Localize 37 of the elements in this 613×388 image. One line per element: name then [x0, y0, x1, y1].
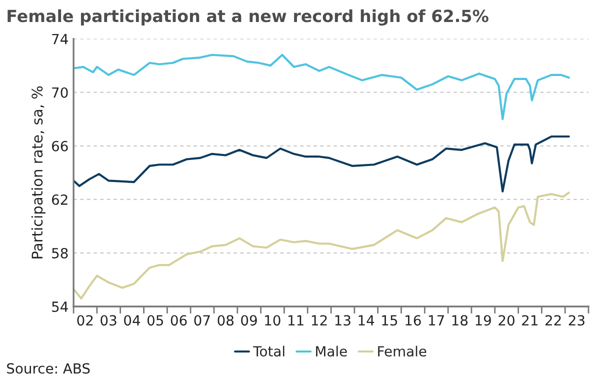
y-tick-label: 58: [52, 248, 68, 258]
y-tick-label: 66: [52, 140, 68, 152]
x-tick-label: 15: [382, 315, 398, 326]
source-note: Source: ABS: [7, 363, 90, 374]
x-tick-label: 23: [568, 315, 584, 326]
y-tick-label: 54: [52, 302, 68, 312]
y-tick-label: 74: [52, 34, 68, 44]
x-tick-label: 08: [218, 315, 234, 326]
y-axis-title: Participation rate, sa, %: [31, 86, 46, 258]
y-tick-label: 62: [52, 194, 68, 205]
x-tick-label: 14: [358, 315, 374, 326]
x-tick-label: 18: [452, 315, 468, 326]
x-tick-label: 02: [77, 315, 93, 326]
x-tick-label: 20: [498, 315, 514, 326]
x-tick-label: 04: [124, 315, 140, 326]
legend-label: Female: [378, 346, 426, 357]
chart-title: Female participation at a new record high of 62.5%: [8, 9, 488, 26]
x-tick-label: 07: [194, 315, 210, 326]
x-tick-label: 19: [476, 315, 491, 326]
x-tick-label: 17: [428, 315, 444, 326]
x-tick-label: 10: [265, 315, 280, 326]
x-tick-label: 16: [406, 315, 421, 326]
x-tick-label: 21: [522, 315, 538, 326]
legend-label: Total: [253, 346, 284, 357]
line-series: [74, 192, 570, 300]
legend-label: Male: [316, 346, 347, 357]
x-tick-label: 09: [241, 315, 257, 326]
y-tick-label: 70: [52, 87, 68, 98]
x-tick-label: 13: [335, 315, 350, 326]
line-series: [74, 54, 570, 120]
x-tick-label: 11: [288, 315, 304, 326]
x-tick-label: 05: [147, 315, 164, 326]
x-tick-label: 22: [545, 315, 561, 326]
x-tick-label: 12: [312, 315, 327, 326]
line-series: [74, 135, 570, 192]
x-tick-label: 03: [100, 315, 116, 326]
x-tick-label: 06: [170, 315, 187, 326]
